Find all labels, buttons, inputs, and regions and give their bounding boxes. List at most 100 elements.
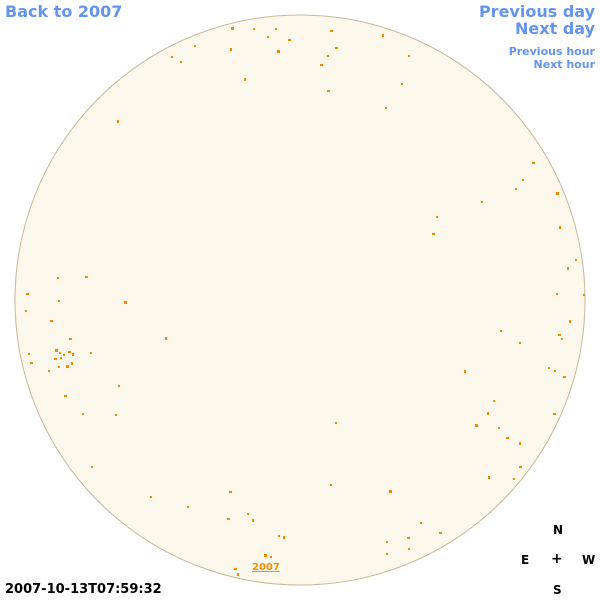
solar-feature-mark	[432, 233, 435, 235]
solar-feature-mark	[118, 385, 120, 387]
solar-feature-mark	[498, 427, 500, 429]
solar-feature-mark	[117, 120, 119, 123]
solar-feature-mark	[54, 358, 57, 360]
solar-feature-mark	[180, 61, 182, 63]
solar-feature-mark	[264, 554, 267, 557]
solar-feature-mark	[335, 422, 337, 424]
solar-feature-mark	[229, 491, 232, 493]
solar-feature-mark	[554, 370, 556, 372]
solar-feature-mark	[50, 320, 53, 322]
solar-feature-mark	[327, 90, 330, 92]
compass-east: E	[521, 553, 530, 567]
solar-feature-mark	[408, 548, 410, 550]
solar-feature-mark	[567, 267, 569, 270]
solar-feature-mark	[58, 366, 60, 368]
solar-feature-mark	[330, 30, 333, 32]
solar-feature-mark	[150, 496, 152, 498]
solar-feature-mark	[165, 337, 167, 340]
solar-feature-mark	[48, 370, 50, 372]
solar-feature-mark	[519, 442, 521, 445]
solar-feature-mark	[475, 424, 478, 427]
compass-west: W	[582, 553, 596, 567]
solar-feature-mark	[57, 277, 59, 279]
compass-north: N	[553, 523, 564, 537]
solar-feature-mark	[283, 536, 285, 539]
solar-feature-mark	[194, 45, 196, 47]
solar-feature-mark	[513, 478, 515, 480]
solar-feature-mark	[267, 36, 269, 38]
solar-feature-mark	[30, 362, 33, 364]
observation-timestamp: 2007-10-13T07:59:32	[5, 582, 162, 597]
year-link[interactable]: 2007	[252, 562, 280, 573]
next-day-link[interactable]: Next day	[515, 19, 595, 38]
solar-feature-mark	[385, 107, 387, 109]
previous-day-link[interactable]: Previous day	[478, 2, 595, 21]
solar-feature-mark	[481, 201, 483, 203]
solar-feature-mark	[247, 513, 249, 515]
solar-disk	[14, 14, 586, 586]
solar-feature-mark	[575, 259, 577, 261]
solar-feature-mark	[237, 573, 239, 576]
previous-hour-link[interactable]: Previous hour	[508, 45, 595, 58]
solar-feature-mark	[386, 541, 388, 543]
solar-feature-mark	[187, 506, 189, 508]
solar-feature-mark	[91, 466, 93, 468]
solar-feature-mark	[253, 28, 255, 30]
solar-feature-mark	[278, 535, 280, 537]
solar-feature-mark	[230, 48, 232, 51]
solar-feature-mark	[569, 320, 571, 323]
solar-feature-mark	[558, 334, 561, 336]
solar-feature-mark	[488, 476, 490, 479]
solar-feature-mark	[553, 413, 556, 415]
solar-feature-mark	[82, 413, 84, 415]
solar-feature-mark	[408, 55, 410, 57]
solar-feature-mark	[439, 532, 442, 534]
solar-feature-mark	[59, 352, 61, 354]
solar-feature-mark	[335, 47, 338, 49]
solar-feature-mark	[69, 338, 72, 340]
solar-feature-mark	[556, 192, 559, 195]
next-hour-link[interactable]: Next hour	[533, 58, 596, 71]
solar-feature-mark	[519, 342, 521, 344]
compass-south: S	[553, 583, 562, 597]
solar-feature-mark	[25, 310, 27, 312]
solar-feature-mark	[275, 28, 277, 30]
solar-feature-mark	[64, 395, 67, 397]
solar-feature-mark	[85, 276, 88, 278]
solar-feature-mark	[288, 39, 291, 41]
solar-feature-mark	[389, 490, 392, 493]
solar-feature-mark	[506, 437, 509, 439]
solar-feature-mark	[559, 226, 561, 229]
solar-feature-mark	[327, 55, 329, 57]
solar-feature-mark	[382, 34, 384, 37]
solar-feature-mark	[436, 216, 438, 218]
solar-feature-mark	[330, 484, 332, 486]
solar-feature-mark	[68, 351, 71, 353]
solar-feature-mark	[487, 412, 489, 415]
solar-feature-mark	[401, 83, 403, 85]
solar-feature-mark	[63, 354, 65, 356]
solar-feature-mark	[227, 518, 230, 520]
solar-feature-mark	[407, 537, 410, 539]
solar-feature-mark	[90, 352, 92, 354]
solar-feature-mark	[277, 50, 280, 53]
back-to-year-link[interactable]: Back to 2007	[5, 2, 123, 21]
solar-feature-mark	[66, 365, 69, 368]
solar-feature-mark	[561, 338, 563, 340]
solar-feature-mark	[493, 400, 495, 402]
solar-feature-mark	[320, 64, 323, 66]
solar-feature-mark	[60, 357, 62, 359]
solar-feature-mark	[115, 414, 117, 416]
solar-feature-mark	[124, 301, 127, 304]
solar-feature-mark	[464, 370, 466, 373]
solar-feature-mark	[55, 349, 58, 352]
solar-feature-mark	[515, 188, 517, 190]
solar-feature-mark	[386, 553, 388, 555]
solar-feature-mark	[231, 27, 234, 30]
solar-feature-mark	[556, 293, 558, 295]
solar-feature-mark	[532, 162, 535, 164]
solar-features	[25, 27, 585, 576]
solar-feature-mark	[500, 330, 502, 332]
solar-feature-mark	[28, 353, 30, 355]
solar-feature-mark	[548, 367, 550, 369]
